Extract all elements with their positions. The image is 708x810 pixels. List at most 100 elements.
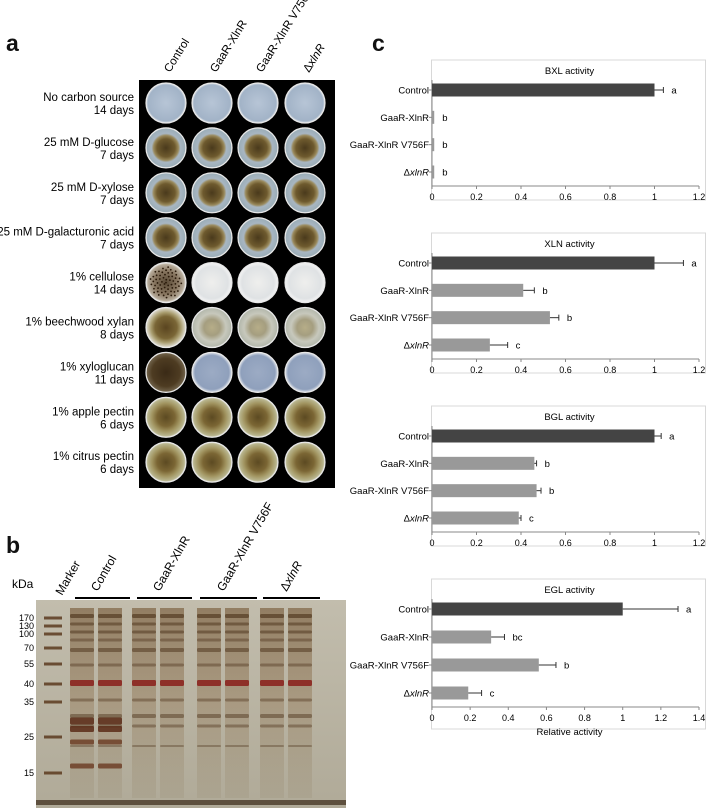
x-tick-label: 0.2 xyxy=(470,538,483,548)
protein-band xyxy=(288,622,312,626)
protein-band xyxy=(288,714,312,718)
significance-letter: c xyxy=(516,341,521,352)
protein-band xyxy=(98,698,122,702)
agar-plate xyxy=(145,127,187,169)
colony-speck xyxy=(158,278,161,280)
colony-speck xyxy=(174,270,177,273)
colony-speck xyxy=(174,286,177,289)
colony-speck xyxy=(159,284,162,286)
agar-plate xyxy=(145,351,187,393)
significance-letter: b xyxy=(542,286,547,297)
marker-band xyxy=(44,771,62,775)
agar-plate xyxy=(237,306,279,349)
activity-bar xyxy=(432,283,524,297)
x-tick-label: 1.2 xyxy=(655,713,668,723)
protein-band xyxy=(160,622,184,626)
protein-band xyxy=(98,638,122,642)
protein-band xyxy=(225,680,249,686)
significance-letter: b xyxy=(567,313,572,324)
colony-speck xyxy=(170,290,172,293)
x-tick-label: 0.4 xyxy=(515,192,528,202)
protein-band xyxy=(70,763,94,769)
protein-band xyxy=(225,698,249,702)
category-label: Control xyxy=(398,432,429,443)
category-label: ΔxlnR xyxy=(404,168,430,179)
x-axis-label: Relative activity xyxy=(537,727,603,738)
category-label: Control xyxy=(398,605,429,616)
colony-speck xyxy=(165,296,168,299)
protein-band xyxy=(160,648,184,652)
significance-letter: b xyxy=(442,113,447,124)
protein-band xyxy=(132,622,156,626)
protein-band xyxy=(288,638,312,642)
colony-speck xyxy=(150,283,153,286)
category-label: ΔxlnR xyxy=(404,514,430,525)
significance-letter: bc xyxy=(512,633,522,644)
x-tick-label: 1 xyxy=(652,538,657,548)
protein-band xyxy=(260,630,284,634)
agar-plate xyxy=(191,172,233,214)
colony-speck xyxy=(149,278,152,280)
activity-bar xyxy=(432,138,435,152)
category-label: Control xyxy=(398,86,429,97)
agar-plate xyxy=(284,82,326,124)
significance-letter: b xyxy=(442,168,447,179)
condition-label: 25 mM D-xylose xyxy=(51,182,134,194)
agar-plate xyxy=(284,262,326,304)
protein-band xyxy=(225,648,249,652)
protein-band xyxy=(260,648,284,652)
significance-letter: a xyxy=(671,86,677,97)
activity-chart: EGL activity 0 0.2 0.4 0.6 0.8 1 1.2 1.4 Control a… xyxy=(350,578,706,738)
protein-band xyxy=(98,614,122,618)
agar-plate xyxy=(145,217,187,259)
colony-speck xyxy=(180,282,183,285)
condition-label: 1% cellulose xyxy=(69,272,134,284)
gel-lane xyxy=(288,608,312,798)
protein-band xyxy=(98,630,122,634)
agar-plate xyxy=(284,217,326,259)
category-label: GaaR-XlnR V756F xyxy=(350,140,429,151)
protein-band xyxy=(70,698,94,702)
marker-size-label: 35 xyxy=(24,697,34,707)
marker-size-label: 40 xyxy=(24,679,34,689)
agar-plate xyxy=(237,396,279,438)
activity-bar xyxy=(432,311,550,325)
colony-speck xyxy=(167,284,170,287)
protein-band xyxy=(70,745,94,747)
marker-size-label: 15 xyxy=(24,768,34,778)
category-label: GaaR-XlnR V756F xyxy=(350,661,429,672)
activity-bar xyxy=(432,256,655,270)
panel-c-letter: c xyxy=(372,30,385,56)
condition-duration: 11 days xyxy=(95,374,135,386)
colony-speck xyxy=(170,283,173,286)
colony-speck xyxy=(161,280,163,283)
protein-band xyxy=(70,622,94,626)
colony-speck xyxy=(171,272,174,274)
protein-band xyxy=(160,614,184,618)
protein-band xyxy=(98,680,122,686)
agar-plate xyxy=(191,262,233,304)
marker-band xyxy=(44,735,62,739)
colony-speck xyxy=(154,270,157,273)
protein-band xyxy=(260,698,284,702)
protein-band xyxy=(225,663,249,667)
marker-band xyxy=(44,646,62,650)
protein-band xyxy=(260,724,284,728)
x-tick-label: 1 xyxy=(652,192,657,202)
colony-speck xyxy=(155,278,158,281)
marker-band xyxy=(44,616,62,620)
agar-plate xyxy=(191,127,233,169)
agar-plate xyxy=(284,441,326,483)
protein-band xyxy=(98,622,122,626)
colony-speck xyxy=(167,288,169,291)
protein-band xyxy=(98,714,122,718)
colony-speck xyxy=(175,273,178,276)
x-tick-label: 0.6 xyxy=(559,538,572,548)
protein-band xyxy=(70,714,94,718)
marker-size-label: 170 xyxy=(19,613,34,623)
panel-b-letter: b xyxy=(6,532,21,558)
significance-letter: b xyxy=(442,140,447,151)
colony-speck xyxy=(168,279,171,282)
significance-letter: c xyxy=(529,514,534,525)
